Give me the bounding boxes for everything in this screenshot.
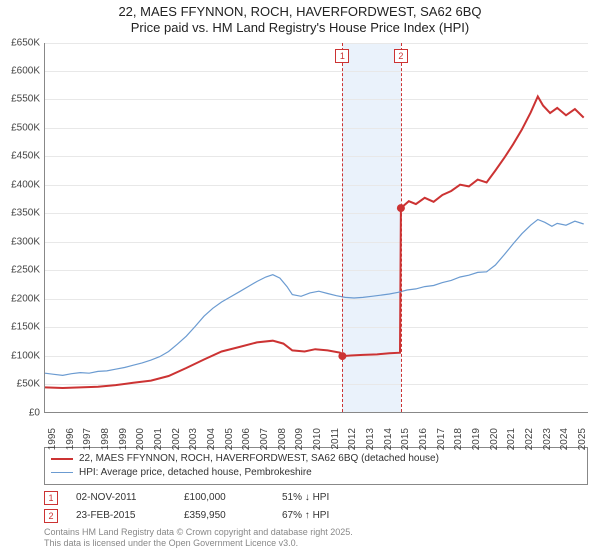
sale-row-1: 1 02-NOV-2011 £100,000 51% ↓ HPI: [44, 489, 588, 507]
x-tick-label: 2000: [135, 428, 146, 450]
title-line-1: 22, MAES FFYNNON, ROCH, HAVERFORDWEST, S…: [0, 4, 600, 20]
y-tick-label: £0: [0, 407, 40, 418]
x-tick-label: 2002: [171, 428, 182, 450]
x-tick-label: 2018: [453, 428, 464, 450]
x-tick-label: 2014: [383, 428, 394, 450]
x-tick-label: 1995: [47, 428, 58, 450]
y-tick-label: £350K: [0, 208, 40, 219]
sale-delta-1: 51% ↓ HPI: [282, 492, 362, 503]
footer-line-2: This data is licensed under the Open Gov…: [44, 538, 588, 549]
sale-marker-1: 1: [44, 491, 58, 505]
x-tick-label: 2019: [471, 428, 482, 450]
y-tick-label: £200K: [0, 293, 40, 304]
x-tick-label: 2010: [312, 428, 323, 450]
y-tick-label: £300K: [0, 236, 40, 247]
x-tick-label: 2008: [277, 428, 288, 450]
x-tick-label: 2004: [206, 428, 217, 450]
x-tick-label: 1999: [118, 428, 129, 450]
chart-title-block: 22, MAES FFYNNON, ROCH, HAVERFORDWEST, S…: [0, 0, 600, 37]
legend-swatch-hpi: [51, 472, 73, 473]
legend-label-price-paid: 22, MAES FFYNNON, ROCH, HAVERFORDWEST, S…: [79, 452, 439, 466]
y-tick-label: £400K: [0, 179, 40, 190]
sale-price-1: £100,000: [184, 492, 264, 503]
x-tick-label: 2009: [294, 428, 305, 450]
chart-area: 12 £0£50K£100K£150K£200K£250K£300K£350K£…: [44, 43, 588, 413]
x-tick-label: 1997: [82, 428, 93, 450]
x-tick-label: 2022: [524, 428, 535, 450]
y-tick-label: £500K: [0, 122, 40, 133]
legend-item-price-paid: 22, MAES FFYNNON, ROCH, HAVERFORDWEST, S…: [51, 452, 581, 466]
x-tick-label: 2021: [506, 428, 517, 450]
sale-row-2: 2 23-FEB-2015 £359,950 67% ↑ HPI: [44, 507, 588, 525]
line-series-svg: [45, 43, 589, 413]
x-tick-label: 2020: [489, 428, 500, 450]
y-tick-label: £150K: [0, 322, 40, 333]
x-tick-label: 2011: [330, 428, 341, 450]
series-hpi: [45, 219, 584, 375]
x-tick-label: 2017: [436, 428, 447, 450]
y-tick-label: £450K: [0, 151, 40, 162]
y-tick-label: £650K: [0, 37, 40, 48]
x-tick-label: 2024: [559, 428, 570, 450]
x-tick-label: 2005: [224, 428, 235, 450]
y-tick-label: £550K: [0, 94, 40, 105]
y-tick-label: £100K: [0, 350, 40, 361]
x-tick-label: 2025: [577, 428, 588, 450]
sale-marker-2: 2: [44, 509, 58, 523]
footer: Contains HM Land Registry data © Crown c…: [44, 527, 588, 550]
legend: 22, MAES FFYNNON, ROCH, HAVERFORDWEST, S…: [44, 447, 588, 485]
x-tick-label: 2012: [347, 428, 358, 450]
footer-line-1: Contains HM Land Registry data © Crown c…: [44, 527, 588, 538]
y-tick-label: £50K: [0, 379, 40, 390]
x-tick-label: 2023: [542, 428, 553, 450]
x-tick-label: 1998: [100, 428, 111, 450]
x-tick-label: 2016: [418, 428, 429, 450]
x-tick-label: 2003: [188, 428, 199, 450]
title-line-2: Price paid vs. HM Land Registry's House …: [0, 20, 600, 36]
sale-vline-marker: 2: [394, 49, 408, 63]
x-tick-label: 2007: [259, 428, 270, 450]
sale-delta-2: 67% ↑ HPI: [282, 510, 362, 521]
legend-swatch-price-paid: [51, 458, 73, 460]
y-tick-label: £600K: [0, 65, 40, 76]
sales-table: 1 02-NOV-2011 £100,000 51% ↓ HPI 2 23-FE…: [44, 489, 588, 525]
y-tick-label: £250K: [0, 265, 40, 276]
legend-item-hpi: HPI: Average price, detached house, Pemb…: [51, 466, 581, 480]
x-tick-label: 2001: [153, 428, 164, 450]
x-tick-label: 1996: [65, 428, 76, 450]
sale-vline-marker: 1: [335, 49, 349, 63]
plot-area: 12: [44, 43, 588, 413]
legend-label-hpi: HPI: Average price, detached house, Pemb…: [79, 466, 312, 480]
x-tick-label: 2006: [241, 428, 252, 450]
sale-price-2: £359,950: [184, 510, 264, 521]
x-tick-label: 2015: [400, 428, 411, 450]
sale-vline: [342, 43, 343, 412]
series-price_paid: [45, 96, 584, 388]
sale-date-2: 23-FEB-2015: [76, 510, 166, 521]
sale-date-1: 02-NOV-2011: [76, 492, 166, 503]
sale-vline: [401, 43, 402, 412]
x-tick-label: 2013: [365, 428, 376, 450]
